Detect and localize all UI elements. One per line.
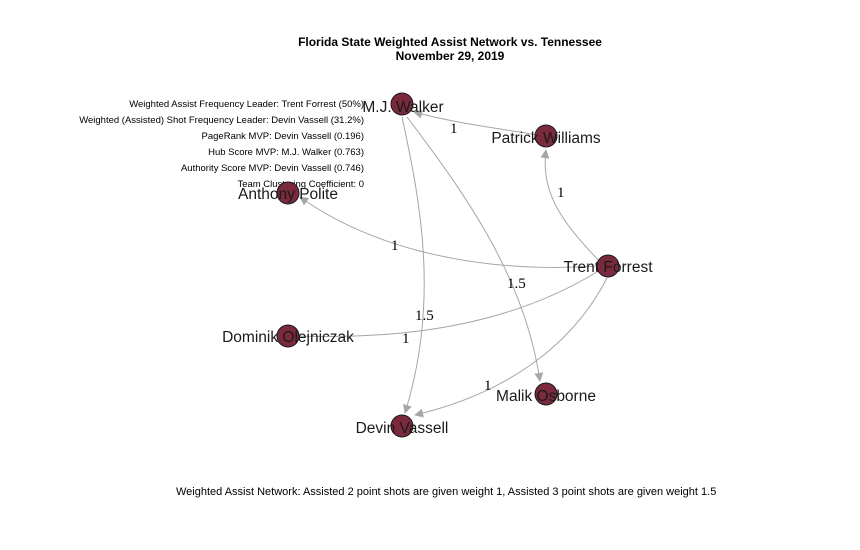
- stat-clustering: Team Clustering Coefficient: 0: [237, 179, 364, 190]
- edge-label-williams-walker: 1: [450, 121, 458, 137]
- stat-shot-leader: Weighted (Assisted) Shot Frequency Leade…: [79, 115, 364, 126]
- edge-label-forrest-vassell: 1: [484, 378, 492, 394]
- edge-label-walker-vassell: 1.5: [415, 308, 434, 324]
- node-label-forrest: Trent Forrest: [564, 259, 654, 276]
- node-label-polite: Anthony Polite: [238, 186, 338, 203]
- node-label-osborne: Malik Osborne: [496, 388, 596, 405]
- edge-walker-osborne: [406, 116, 544, 382]
- edge-williams-walker: [413, 109, 539, 136]
- edge-walker-vassell: [401, 116, 425, 414]
- edge-label-forrest-olejniczak: 1: [402, 331, 410, 347]
- edge-forrest-olejniczak: [297, 269, 601, 337]
- edge-forrest-vassell: [414, 277, 608, 418]
- stat-authority-score: Authority Score MVP: Devin Vassell (0.74…: [180, 163, 364, 174]
- node-label-walker: M.J. Walker: [362, 99, 443, 116]
- footer-note: Weighted Assist Network: Assisted 2 poin…: [176, 486, 717, 498]
- node-forrest: [596, 254, 620, 278]
- chart-subtitle: November 29, 2019: [395, 49, 505, 63]
- node-polite: [276, 181, 300, 205]
- edge-label-walker-osborne: 1.5: [507, 276, 526, 292]
- stat-pagerank: PageRank MVP: Devin Vassell (0.196): [201, 131, 364, 142]
- node-label-williams: Patrick Williams: [491, 130, 601, 147]
- stat-assist-leader: Weighted Assist Frequency Leader: Trent …: [129, 99, 364, 110]
- edge-label-forrest-williams: 1: [557, 185, 565, 201]
- chart-title: Florida State Weighted Assist Network vs…: [298, 35, 602, 49]
- node-walker: [390, 92, 414, 116]
- edge-forrest-polite: [299, 196, 599, 268]
- node-osborne: [534, 382, 558, 406]
- stat-hub-score: Hub Score MVP: M.J. Walker (0.763): [208, 147, 364, 158]
- node-vassell: [390, 414, 414, 438]
- edge-label-forrest-polite: 1: [391, 238, 399, 254]
- edge-forrest-williams: [540, 149, 601, 263]
- node-olejniczak: [276, 324, 300, 348]
- node-williams: [534, 124, 558, 148]
- node-label-vassell: Devin Vassell: [356, 420, 449, 437]
- node-label-olejniczak: Dominik Olejniczak: [222, 329, 354, 346]
